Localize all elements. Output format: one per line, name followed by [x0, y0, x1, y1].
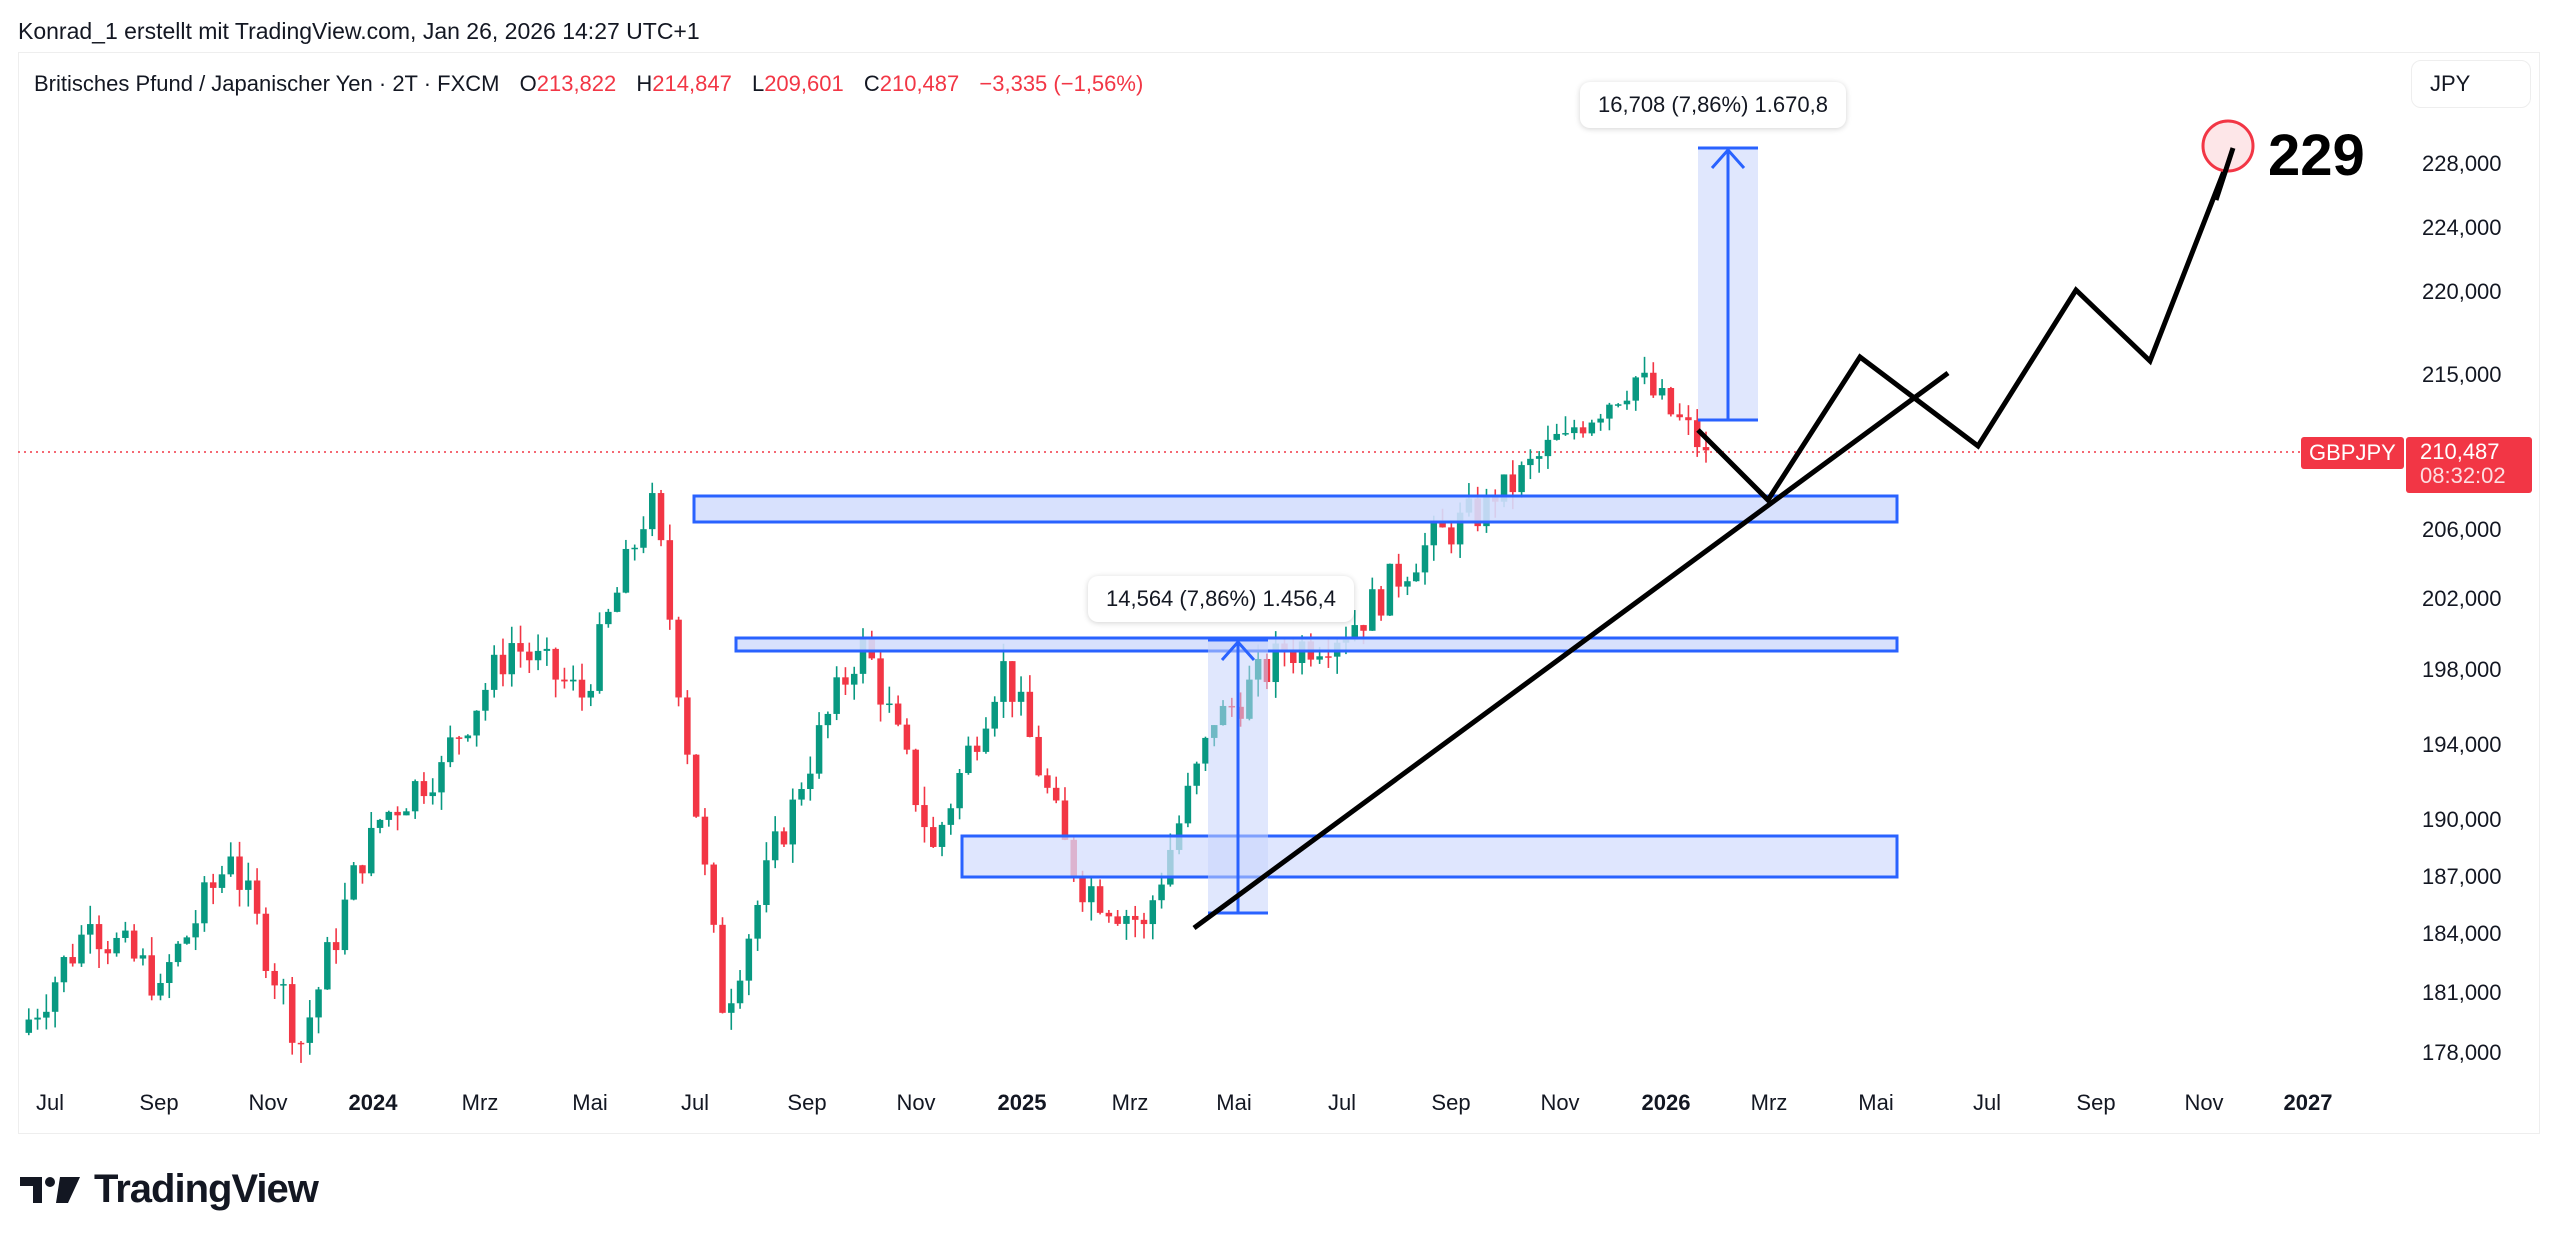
y-tick: 184,000 [2422, 921, 2502, 946]
y-tick: 215,000 [2422, 362, 2502, 387]
y-tick: 224,000 [2422, 215, 2502, 240]
measure-label-2: 16,708 (7,86%) 1.670,8 [1580, 82, 1846, 128]
measure-label-1: 14,564 (7,86%) 1.456,4 [1088, 576, 1354, 622]
x-tick: 2024 [348, 1090, 398, 1115]
low-value: 209,601 [764, 71, 844, 96]
y-tick: 194,000 [2422, 732, 2502, 757]
x-tick: Mai [1216, 1090, 1252, 1115]
y-tick: 178,000 [2422, 1040, 2502, 1065]
last-price-value: 210,487 [2420, 439, 2500, 464]
y-tick: 187,000 [2422, 864, 2502, 889]
symbol-legend: Britisches Pfund / Japanischer Yen · 2T … [34, 71, 1143, 97]
x-tick: Sep [139, 1090, 179, 1115]
tradingview-logo-icon [20, 1176, 80, 1203]
x-tick: Mrz [1750, 1090, 1788, 1115]
resistance-zone-high[interactable] [692, 494, 1899, 524]
x-tick: 2025 [997, 1090, 1047, 1115]
change-value: −3,335 (−1,56%) [979, 71, 1144, 96]
low-label: L [751, 71, 765, 96]
close-value: 210,487 [879, 71, 960, 96]
x-tick: Mai [1858, 1090, 1894, 1115]
support-zone-low[interactable] [960, 834, 1899, 879]
resistance-zone-mid[interactable] [734, 636, 1899, 653]
y-tick: 206,000 [2422, 517, 2502, 542]
trendline[interactable] [1192, 370, 1950, 931]
x-tick: Nov [2184, 1090, 2224, 1115]
x-tick: 2027 [2283, 1090, 2333, 1115]
x-tick: Jul [35, 1090, 65, 1115]
symbol-title: Britisches Pfund / Japanischer Yen · 2T … [34, 71, 500, 96]
x-tick: Sep [2076, 1090, 2116, 1115]
x-tick: Sep [1431, 1090, 1471, 1115]
x-tick: Nov [1540, 1090, 1580, 1115]
x-tick: Jul [1327, 1090, 1357, 1115]
y-tick: 190,000 [2422, 807, 2502, 832]
y-tick: 181,000 [2422, 980, 2502, 1005]
target-label: 229 [2268, 123, 2365, 188]
y-tick: 202,000 [2422, 586, 2502, 611]
x-tick: 2026 [1641, 1090, 1691, 1115]
y-tick: 228,000 [2422, 151, 2502, 176]
time-axis[interactable]: Jul Sep Nov 2024 Mrz Mai Jul Sep Nov 202… [18, 1090, 2398, 1130]
tradingview-logo[interactable]: TradingView [20, 1167, 319, 1212]
candlestick-series [25, 356, 1710, 1063]
currency-button[interactable]: JPY [2411, 60, 2531, 108]
x-tick: Mai [572, 1090, 608, 1115]
chart-attribution: Konrad_1 erstellt mit TradingView.com, J… [18, 18, 700, 44]
high-value: 214,847 [652, 71, 732, 96]
x-tick: Nov [896, 1090, 936, 1115]
x-tick: Jul [1972, 1090, 2002, 1115]
price-axis[interactable]: 228,000 224,000 220,000 215,000 206,000 … [2400, 52, 2540, 1134]
x-tick: Nov [248, 1090, 288, 1115]
x-tick: Sep [787, 1090, 827, 1115]
y-tick: 198,000 [2422, 657, 2502, 682]
bar-countdown: 08:32:02 [2420, 463, 2506, 488]
x-tick: Mrz [461, 1090, 499, 1115]
high-label: H [636, 71, 653, 96]
projection-path[interactable] [1696, 147, 2236, 504]
open-label: O [519, 71, 537, 96]
chart-frame [18, 52, 2540, 1134]
x-tick: Mrz [1111, 1090, 1149, 1115]
brand-name: TradingView [94, 1167, 319, 1211]
y-tick: 220,000 [2422, 279, 2502, 304]
symbol-price-tag: GBPJPY [2301, 437, 2404, 469]
last-price-tag: 210,487 08:32:02 [2406, 437, 2532, 493]
open-value: 213,822 [536, 71, 617, 96]
x-tick: Jul [680, 1090, 710, 1115]
close-label: C [863, 71, 880, 96]
